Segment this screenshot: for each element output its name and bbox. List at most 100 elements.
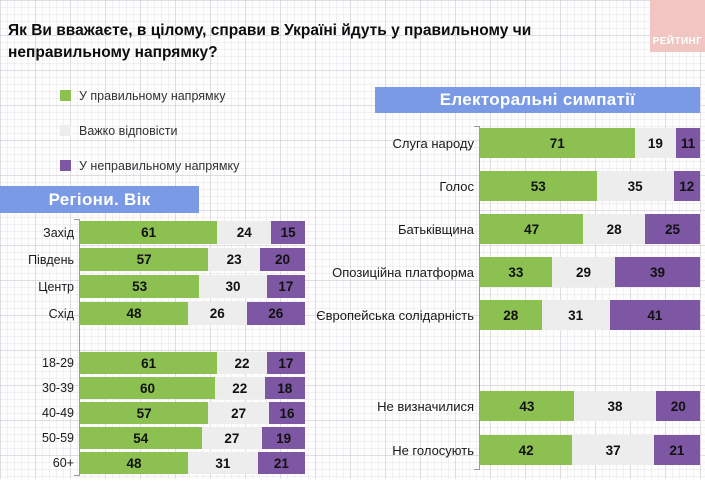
bar-row: Слуга народу 71 19 11 xyxy=(345,128,700,158)
bar-row: 40-49 57 27 16 xyxy=(0,402,305,424)
bar-row: Схід 48 26 26 xyxy=(0,302,305,325)
category-label: Слуга народу xyxy=(392,135,474,151)
bar-segment-negative: 25 xyxy=(644,214,700,244)
bar-segment-positive: 53 xyxy=(480,171,597,201)
bar-segment-positive: 61 xyxy=(80,221,218,244)
bar-segment-negative: 20 xyxy=(656,391,700,421)
bar-segment-neutral: 31 xyxy=(188,452,258,474)
bar-track: 43 38 20 xyxy=(480,391,700,421)
bar-segment-neutral: 26 xyxy=(188,302,247,325)
bar-segment-neutral: 22 xyxy=(215,377,265,399)
bar-row: 50-59 54 27 19 xyxy=(0,427,305,449)
axis-left-chart xyxy=(74,219,80,476)
bar-segment-negative: 11 xyxy=(676,128,700,158)
legend-swatch-positive xyxy=(60,90,71,101)
bar-segment-positive: 47 xyxy=(480,214,584,244)
bar-segment-neutral: 37 xyxy=(572,435,654,465)
category-label: Європейська солідарність xyxy=(316,307,474,323)
bar-track: 28 31 41 xyxy=(480,300,700,330)
bar-segment-negative: 39 xyxy=(615,257,700,287)
category-label: Центр xyxy=(38,279,74,294)
bar-segment-negative: 41 xyxy=(609,300,700,330)
bar-track: 48 31 21 xyxy=(80,452,305,474)
category-label: 50-59 xyxy=(42,431,74,445)
chart-age: 18-29 61 22 17 30-39 60 22 18 40-49 57 27 16 50-59 54… xyxy=(0,352,305,474)
bar-segment-positive: 33 xyxy=(480,257,552,287)
bar-track: 57 23 20 xyxy=(80,248,305,271)
bar-segment-negative: 20 xyxy=(260,248,305,271)
bar-row: Батьківщина 47 28 25 xyxy=(345,214,700,244)
bar-segment-negative: 16 xyxy=(269,402,305,424)
bar-track: 42 37 21 xyxy=(480,435,700,465)
legend: У правильному напрямку Важко відповісти У … xyxy=(60,88,239,173)
bar-segment-negative: 26 xyxy=(246,302,305,325)
bar-segment-neutral: 29 xyxy=(551,257,616,287)
page-title: Як Ви вважаєте, в цілому, справи в Украї… xyxy=(8,22,532,61)
chart-electoral-main: Слуга народу 71 19 11 Голос 53 35 12 Батьківщина… xyxy=(316,128,700,330)
category-label: Не голосують xyxy=(392,442,474,458)
category-label: 60+ xyxy=(52,456,74,470)
legend-item: Важко відповісти xyxy=(60,123,239,138)
bar-row: 18-29 61 22 17 xyxy=(0,352,305,374)
bar-segment-negative: 12 xyxy=(673,171,700,201)
category-label: Схід xyxy=(48,306,74,321)
bar-track: 57 27 16 xyxy=(80,402,305,424)
bar-segment-negative: 18 xyxy=(264,377,305,399)
legend-swatch-neutral xyxy=(60,125,71,136)
axis-right-chart xyxy=(474,126,480,470)
logo-text: РЕЙТИНГ xyxy=(652,36,703,47)
bar-row: Європейська солідарність 28 31 41 xyxy=(316,300,700,330)
bar-track: 33 29 39 xyxy=(480,257,700,287)
bar-segment-positive: 42 xyxy=(480,435,573,465)
banner-label: Електоральні симпатії xyxy=(439,90,636,109)
bar-segment-positive: 71 xyxy=(480,128,635,158)
bar-segment-neutral: 24 xyxy=(217,221,272,244)
bar-segment-neutral: 31 xyxy=(541,300,610,330)
bar-row: Південь 57 23 20 xyxy=(0,248,305,271)
bottom-margin xyxy=(0,479,705,493)
bar-row: Не голосують 42 37 21 xyxy=(345,435,700,465)
bar-track: 48 26 26 xyxy=(80,302,305,325)
bar-segment-positive: 48 xyxy=(80,452,188,474)
bar-segment-negative: 17 xyxy=(266,275,305,298)
chart-electoral-other: Не визначилися 43 38 20 Не голосують 42 37 21 xyxy=(345,391,700,465)
legend-item: У правильному напрямку xyxy=(60,88,239,103)
bar-track: 47 28 25 xyxy=(480,214,700,244)
bar-segment-positive: 57 xyxy=(80,248,209,271)
bar-segment-neutral: 23 xyxy=(208,248,260,271)
legend-label: У неправильному напрямку xyxy=(79,158,240,173)
category-label: Не визначилися xyxy=(377,398,474,414)
bar-segment-neutral: 27 xyxy=(208,402,269,424)
legend-swatch-negative xyxy=(60,160,71,171)
bar-row: Центр 53 30 17 xyxy=(0,275,305,298)
category-label: 40-49 xyxy=(42,406,74,420)
bar-segment-neutral: 27 xyxy=(201,427,263,449)
bar-row: 60+ 48 31 21 xyxy=(0,452,305,474)
bar-segment-neutral: 22 xyxy=(217,352,267,374)
legend-label: Важко відповісти xyxy=(79,123,178,138)
bar-row: Захід 61 24 15 xyxy=(0,221,305,244)
bar-segment-positive: 57 xyxy=(80,402,209,424)
banner-label: Регіони. Вік xyxy=(48,189,151,209)
category-label: Південь xyxy=(28,252,74,267)
category-label: Захід xyxy=(43,225,74,240)
bar-segment-negative: 17 xyxy=(266,352,305,374)
bar-segment-negative: 19 xyxy=(262,427,305,449)
bar-track: 53 30 17 xyxy=(80,275,305,298)
bar-segment-neutral: 30 xyxy=(199,275,267,298)
rating-group-logo: РЕЙТИНГ xyxy=(650,0,705,52)
bar-segment-negative: 21 xyxy=(653,435,700,465)
bar-track: 61 24 15 xyxy=(80,221,305,244)
section-banner-electoral: Електоральні симпатії xyxy=(375,87,700,113)
bar-segment-negative: 21 xyxy=(257,452,305,474)
bar-track: 60 22 18 xyxy=(80,377,305,399)
bar-segment-positive: 28 xyxy=(480,300,542,330)
category-label: 30-39 xyxy=(42,381,74,395)
bar-segment-positive: 60 xyxy=(80,377,215,399)
section-banner-regions-age: Регіони. Вік xyxy=(0,186,199,213)
bar-row: 30-39 60 22 18 xyxy=(0,377,305,399)
bar-segment-neutral: 19 xyxy=(634,128,677,158)
bar-row: Опозиційна платформа 33 29 39 xyxy=(332,257,700,287)
bar-row: Голос 53 35 12 xyxy=(345,171,700,201)
